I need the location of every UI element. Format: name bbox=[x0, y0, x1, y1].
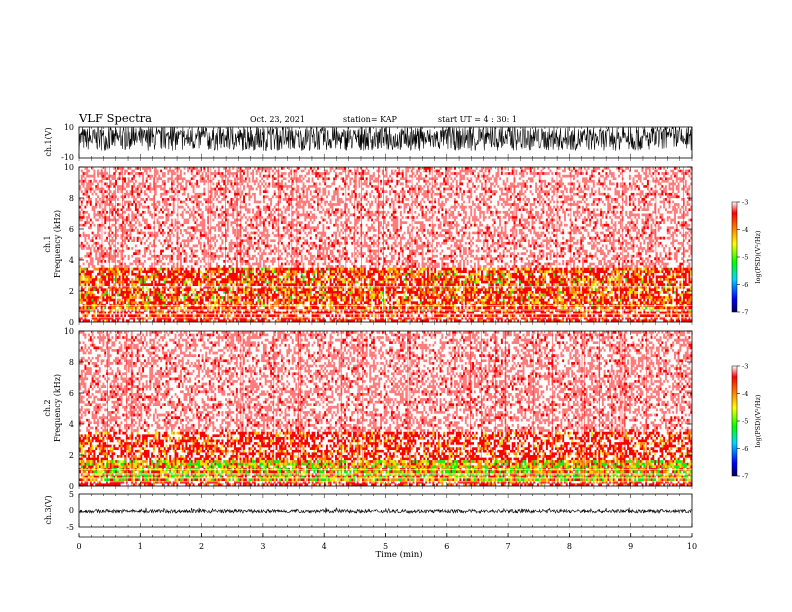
spec2-ytick-label: 10 bbox=[64, 327, 74, 336]
spec1-ytick-label: 10 bbox=[64, 163, 74, 172]
ch1-colorbar: -3 -4 -5 -6 -7 log(PSD)(V²/Hz) bbox=[731, 199, 762, 317]
xaxis-tick-label: 6 bbox=[444, 542, 449, 551]
xaxis-tick-label: 5 bbox=[383, 542, 388, 551]
ch2-spectrogram-panel: 0 2 4 6 8 10 ch.2 Frequency (kHz) bbox=[43, 327, 693, 491]
xaxis-tick-label: 7 bbox=[506, 542, 511, 551]
ch1-colorbar-label: log(PSD)(V²/Hz) bbox=[754, 230, 762, 283]
ch1-waveform-trace bbox=[79, 127, 692, 152]
spec1-ytick-label: 0 bbox=[69, 318, 74, 327]
spec1-ytick-label: 2 bbox=[69, 287, 74, 296]
station-label: station= KAP bbox=[343, 115, 398, 124]
ch1-ytick-bottom: -10 bbox=[61, 153, 74, 162]
xaxis-tick-label: 0 bbox=[76, 542, 81, 551]
ch3-ytick-bottom: -5 bbox=[66, 523, 74, 532]
spec1-ytick-label: 4 bbox=[69, 256, 74, 265]
ch1-spec-ylabel: Frequency (kHz) bbox=[53, 210, 62, 278]
ch2-colorbar: -3 -4 -5 -6 -7 log(PSD)(V²/Hz) bbox=[731, 363, 762, 481]
ch3-ylabel: ch.3(V) bbox=[44, 495, 53, 524]
ch1-spec-channel-label: ch.1 bbox=[43, 235, 52, 252]
spec2-ytick-label: 8 bbox=[69, 358, 74, 367]
colorbar-tick-label: -3 bbox=[742, 199, 748, 207]
ch1-spectrogram-image bbox=[79, 167, 693, 323]
colorbar-tick-label: -7 bbox=[742, 473, 748, 481]
colorbar-tick-label: -7 bbox=[742, 309, 748, 317]
time-axis: 0 1 2 3 4 5 6 7 8 9 10 bbox=[76, 533, 697, 551]
xaxis-tick-label: 3 bbox=[260, 542, 265, 551]
ch1-ylabel: ch.1(V) bbox=[44, 127, 53, 156]
panel-tick-marks bbox=[78, 127, 693, 527]
colorbar-tick-label: -5 bbox=[742, 418, 748, 426]
ch2-spec-ylabel: Frequency (kHz) bbox=[53, 374, 62, 442]
figure-title: VLF Spectra bbox=[78, 111, 152, 125]
colorbar-tick-label: -4 bbox=[742, 226, 748, 234]
colorbar-tick-label: -4 bbox=[742, 390, 748, 398]
colorbar-tick-label: -5 bbox=[742, 254, 748, 262]
ch3-ytick-mid: 0 bbox=[69, 506, 74, 515]
spec1-ytick-label: 6 bbox=[69, 225, 74, 234]
ch2-spectrogram-image bbox=[79, 331, 693, 487]
spec2-ytick-label: 0 bbox=[69, 482, 74, 491]
xaxis-tick-label: 9 bbox=[628, 542, 633, 551]
ch2-colorbar-label: log(PSD)(V²/Hz) bbox=[754, 394, 762, 447]
xaxis-label: Time (min) bbox=[375, 549, 422, 560]
colorbar-tick-label: -6 bbox=[742, 445, 748, 453]
colorbar-tick-label: -3 bbox=[742, 363, 748, 371]
xaxis-tick-label: 10 bbox=[687, 542, 697, 551]
ch3-ytick-top: 5 bbox=[69, 490, 74, 499]
spec2-ytick-label: 6 bbox=[69, 389, 74, 398]
xaxis-tick-label: 1 bbox=[138, 542, 143, 551]
start-time-label: start UT = 4 : 30: 1 bbox=[438, 115, 517, 124]
ch3-waveform-trace bbox=[79, 507, 692, 515]
xaxis-tick-label: 8 bbox=[567, 542, 572, 551]
xaxis-tick-label: 4 bbox=[322, 542, 327, 551]
ch3-waveform-panel: 5 0 -5 ch.3(V) bbox=[44, 490, 693, 532]
xaxis-tick-label: 2 bbox=[199, 542, 204, 551]
ch2-spec-channel-label: ch.2 bbox=[43, 399, 52, 416]
ch1-waveform-panel: 10 -10 ch.1(V) bbox=[44, 123, 693, 162]
spec1-ytick-label: 8 bbox=[69, 194, 74, 203]
colorbar-tick-label: -6 bbox=[742, 281, 748, 289]
spec2-ytick-label: 4 bbox=[69, 420, 74, 429]
spec2-ytick-label: 2 bbox=[69, 451, 74, 460]
ch1-spectrogram-panel: 0 2 4 6 8 10 ch.1 Frequency (kHz) bbox=[43, 163, 693, 327]
ch1-ytick-top: 10 bbox=[64, 123, 74, 132]
date-label: Oct. 23, 2021 bbox=[250, 115, 305, 124]
